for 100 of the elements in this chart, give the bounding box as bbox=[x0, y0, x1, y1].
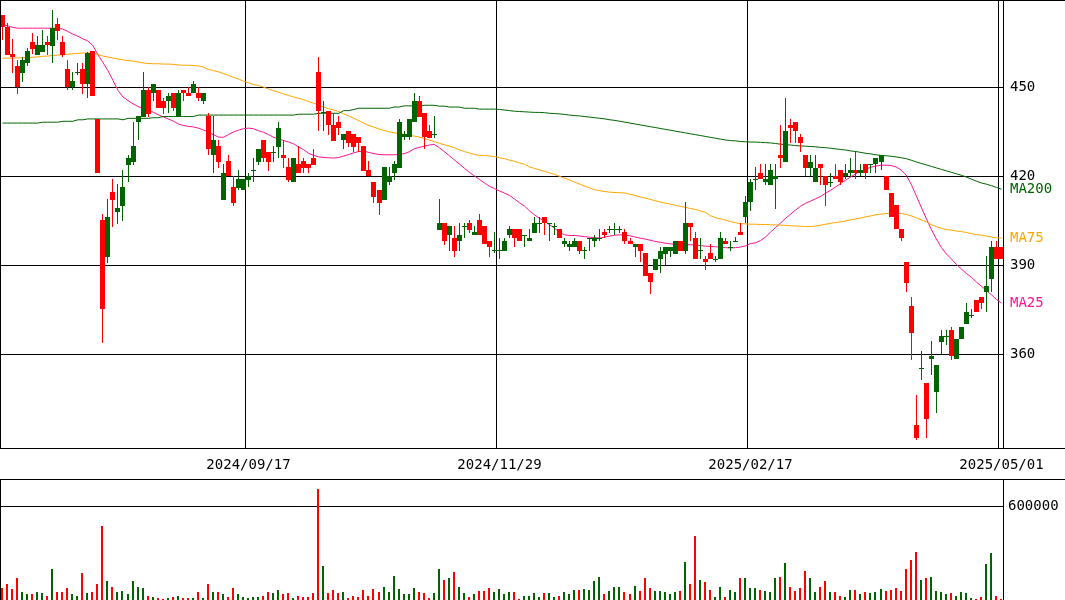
bar bbox=[608, 591, 610, 600]
candlestick bbox=[522, 235, 527, 247]
bar bbox=[538, 597, 540, 600]
bar bbox=[41, 593, 43, 600]
bar bbox=[804, 571, 806, 600]
bar bbox=[905, 569, 907, 600]
bar bbox=[639, 591, 641, 600]
bar bbox=[985, 564, 987, 600]
bar bbox=[272, 593, 274, 600]
bar bbox=[257, 597, 259, 600]
bar bbox=[890, 590, 892, 600]
bar bbox=[654, 591, 656, 600]
candlestick bbox=[432, 116, 437, 138]
bar bbox=[16, 578, 18, 600]
bar bbox=[147, 596, 149, 600]
bar bbox=[483, 591, 485, 600]
bar bbox=[679, 591, 681, 600]
bar bbox=[869, 593, 871, 600]
bar bbox=[342, 592, 344, 600]
x-tick-label: 2025/05/01 bbox=[959, 456, 1044, 473]
bar bbox=[864, 592, 866, 600]
bar bbox=[844, 597, 846, 600]
bar bbox=[498, 589, 500, 600]
bar bbox=[408, 594, 410, 600]
bar bbox=[393, 576, 395, 600]
bar bbox=[458, 587, 460, 600]
x-tick-label: 2025/02/17 bbox=[708, 456, 793, 473]
candlestick bbox=[728, 241, 733, 251]
bar bbox=[694, 536, 696, 600]
bar bbox=[523, 596, 525, 600]
candlestick bbox=[552, 223, 557, 235]
candlestick bbox=[75, 63, 80, 75]
bar bbox=[945, 594, 947, 600]
bar bbox=[21, 592, 23, 600]
bar bbox=[684, 562, 686, 600]
candlestick bbox=[251, 158, 256, 182]
bar bbox=[277, 590, 279, 600]
bar bbox=[885, 591, 887, 600]
bar bbox=[86, 593, 88, 600]
bar bbox=[513, 592, 515, 600]
candlestick bbox=[733, 237, 738, 242]
bar bbox=[388, 592, 390, 600]
bar bbox=[177, 596, 179, 600]
bar bbox=[834, 592, 836, 600]
bar bbox=[61, 592, 63, 600]
bar bbox=[493, 592, 495, 600]
bar bbox=[774, 578, 776, 600]
bar bbox=[242, 597, 244, 600]
bar bbox=[51, 569, 53, 600]
bar bbox=[448, 578, 450, 600]
bar bbox=[463, 593, 465, 600]
y-tick-label: 360 bbox=[1010, 344, 1036, 361]
bar bbox=[197, 592, 199, 600]
bar bbox=[212, 592, 214, 600]
bar bbox=[96, 584, 98, 600]
bar bbox=[603, 594, 605, 600]
bar bbox=[910, 560, 912, 600]
candlestick bbox=[778, 125, 783, 168]
bar bbox=[950, 593, 952, 600]
x-tick-label: 2024/11/29 bbox=[457, 456, 542, 473]
bar bbox=[227, 597, 229, 600]
bar bbox=[744, 578, 746, 600]
bar bbox=[965, 593, 967, 600]
bar bbox=[232, 588, 234, 600]
bar bbox=[367, 596, 369, 600]
series-label: MA75 bbox=[1010, 228, 1044, 245]
bar bbox=[332, 590, 334, 600]
bar bbox=[152, 597, 154, 600]
bar bbox=[779, 577, 781, 600]
bar bbox=[312, 593, 314, 600]
bar bbox=[372, 589, 374, 600]
bar bbox=[1, 588, 3, 600]
bar bbox=[468, 597, 470, 600]
bar bbox=[578, 590, 580, 600]
bar bbox=[267, 592, 269, 600]
bar bbox=[172, 597, 174, 600]
bar bbox=[824, 581, 826, 600]
bar bbox=[930, 577, 932, 600]
bar bbox=[729, 590, 731, 600]
bar bbox=[990, 553, 992, 600]
bar bbox=[799, 588, 801, 600]
bar bbox=[874, 592, 876, 600]
text: 600000 bbox=[1008, 497, 1059, 514]
bar bbox=[508, 592, 510, 600]
bar bbox=[593, 581, 595, 600]
bar bbox=[528, 596, 530, 600]
bar bbox=[116, 592, 118, 600]
bar bbox=[237, 594, 239, 600]
bar bbox=[322, 566, 324, 600]
bar bbox=[568, 594, 570, 600]
bar bbox=[814, 592, 816, 600]
bar bbox=[26, 594, 28, 600]
bar bbox=[453, 572, 455, 600]
bar bbox=[699, 580, 701, 600]
bar bbox=[583, 589, 585, 600]
bar bbox=[56, 592, 58, 600]
bar bbox=[895, 588, 897, 600]
bar bbox=[252, 597, 254, 600]
bar bbox=[66, 588, 68, 600]
bar bbox=[91, 592, 93, 600]
